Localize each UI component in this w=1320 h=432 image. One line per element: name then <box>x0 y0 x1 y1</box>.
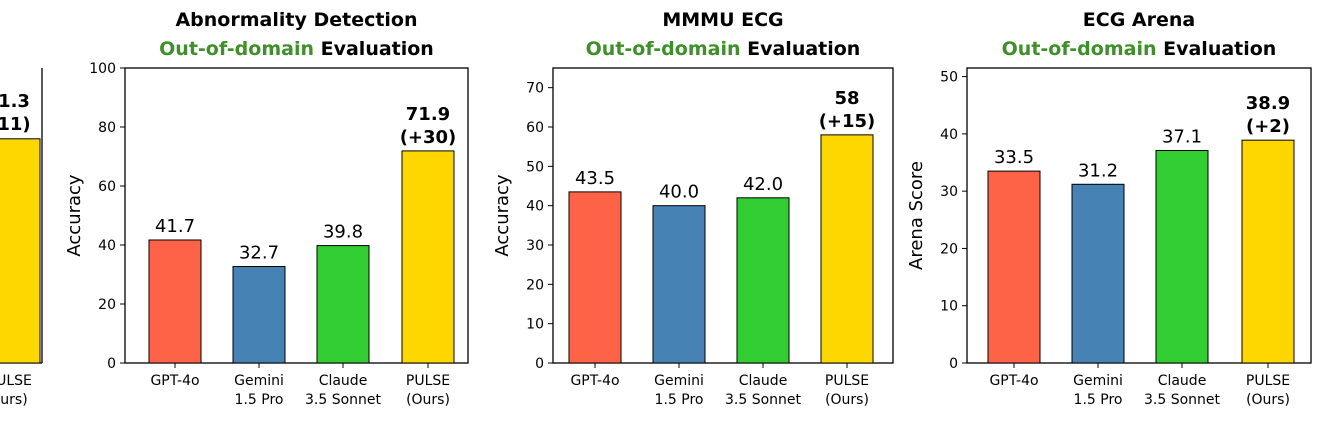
y-tick-label: 40 <box>98 238 116 254</box>
bar <box>401 150 455 364</box>
y-tick-label: 30 <box>526 238 544 254</box>
x-tick-label: GPT-4o <box>989 373 1038 389</box>
chart-subtitle: Out-of-domain Evaluation <box>159 38 434 60</box>
x-tick-label: Gemini <box>1073 373 1123 389</box>
plot-frame <box>966 67 1312 364</box>
data-label: 33.5 <box>994 147 1034 168</box>
x-tick-label: PULSE <box>825 373 869 389</box>
data-label: 32.7 <box>239 243 279 264</box>
y-tick-label: 0 <box>949 356 958 372</box>
bar <box>1155 149 1209 364</box>
y-tick-label: 60 <box>526 120 544 136</box>
chart-title: Abnormality Detection <box>175 9 417 31</box>
y-tick-label: 60 <box>98 179 116 195</box>
x-tick-label: (Ours) <box>1246 392 1290 408</box>
data-label: 31.2 <box>1078 160 1118 181</box>
x-tick-label: PULSE <box>406 373 450 389</box>
y-tick-label: 20 <box>98 297 116 313</box>
data-label: 43.5 <box>575 168 615 189</box>
data-label: 42.0 <box>743 174 783 195</box>
x-tick-label: 3.5 Sonnet <box>725 392 802 408</box>
subtitle-rest: Evaluation <box>1157 38 1277 60</box>
x-tick-label: Gemini <box>654 373 704 389</box>
data-label: (+15) <box>819 111 876 132</box>
bar <box>568 191 622 364</box>
y-tick-label: 70 <box>526 81 544 97</box>
x-tick-label: PULSE <box>1246 373 1290 389</box>
data-label: 38.9 <box>1246 93 1290 114</box>
subtitle-rest: Evaluation <box>741 38 861 60</box>
y-tick-label: 50 <box>940 70 958 86</box>
data-label: 11) <box>0 114 31 135</box>
y-tick-label: 10 <box>526 317 544 333</box>
chart-subtitle: Out-of-domain Evaluation <box>586 38 861 60</box>
y-tick-label: 40 <box>526 199 544 215</box>
bar <box>652 205 706 364</box>
x-tick-label: 1.5 Pro <box>655 392 704 408</box>
data-label: 37.1 <box>1162 126 1202 147</box>
y-axis-label: Accuracy <box>64 174 85 257</box>
bar <box>736 197 790 364</box>
y-tick-label: 30 <box>940 184 958 200</box>
y-axis-label: Accuracy <box>492 174 513 257</box>
chart-panel-3: MMMU ECG Out-of-domain Evaluation 0 10 20 30 4… <box>492 9 894 408</box>
bar <box>232 266 286 364</box>
y-tick-label: 50 <box>526 159 544 175</box>
x-tick-label: ULSE <box>0 373 32 389</box>
x-tick-label: Gemini <box>234 373 284 389</box>
x-tick-label: Claude <box>319 373 368 389</box>
chart-subtitle: Out-of-domain Evaluation <box>1002 38 1277 60</box>
chart-title: ECG Arena <box>1083 9 1195 31</box>
subtitle-rest: Evaluation <box>314 38 434 60</box>
x-tick-label: 1.5 Pro <box>1074 392 1123 408</box>
data-label: 58 <box>834 88 859 109</box>
data-label: 71.9 <box>406 104 450 125</box>
x-tick-label: 1.5 Pro <box>235 392 284 408</box>
bar <box>148 239 202 364</box>
chart-panel-4: ECG Arena Out-of-domain Evaluation 0 10 20 30… <box>906 9 1312 408</box>
chart-title: MMMU ECG <box>662 9 783 31</box>
x-tick-label: (Ours) <box>825 392 869 408</box>
data-label: 1.3 <box>0 91 30 112</box>
bar <box>820 134 874 364</box>
x-tick-label: GPT-4o <box>570 373 619 389</box>
bar <box>1071 183 1125 364</box>
y-tick-label: 10 <box>940 299 958 315</box>
data-label: (+2) <box>1246 116 1290 137</box>
data-label: 40.0 <box>659 182 699 203</box>
x-tick-label: Claude <box>1158 373 1207 389</box>
bar <box>316 245 370 364</box>
subtitle-highlight: Out-of-domain <box>159 38 314 60</box>
chart-panel-1: 1.311) ULSE urs) <box>0 68 43 408</box>
y-tick-label: 20 <box>526 277 544 293</box>
y-axis-label: Arena Score <box>906 161 927 270</box>
y-tick-label: 80 <box>98 120 116 136</box>
x-tick-label: GPT-4o <box>150 373 199 389</box>
x-tick-label: urs) <box>0 392 27 408</box>
plot-frame <box>124 67 469 364</box>
bar <box>987 170 1041 364</box>
y-tick-label: 0 <box>107 356 116 372</box>
chart-panel-2: Abnormality Detection Out-of-domain Evalu… <box>64 9 469 408</box>
data-label: 41.7 <box>155 216 195 237</box>
subtitle-highlight: Out-of-domain <box>586 38 741 60</box>
y-tick-label: 40 <box>940 127 958 143</box>
data-label: 39.8 <box>323 222 363 243</box>
y-tick-label: 100 <box>89 61 116 77</box>
x-tick-label: 3.5 Sonnet <box>305 392 382 408</box>
bar <box>1241 139 1295 364</box>
plot-frame <box>552 67 894 364</box>
subtitle-highlight: Out-of-domain <box>1002 38 1157 60</box>
y-tick-label: 20 <box>940 241 958 257</box>
x-tick-label: Claude <box>739 373 788 389</box>
data-label: (+30) <box>400 127 457 148</box>
bar <box>0 138 41 364</box>
x-tick-label: (Ours) <box>406 392 450 408</box>
y-tick-label: 0 <box>535 356 544 372</box>
x-tick-label: 3.5 Sonnet <box>1144 392 1221 408</box>
